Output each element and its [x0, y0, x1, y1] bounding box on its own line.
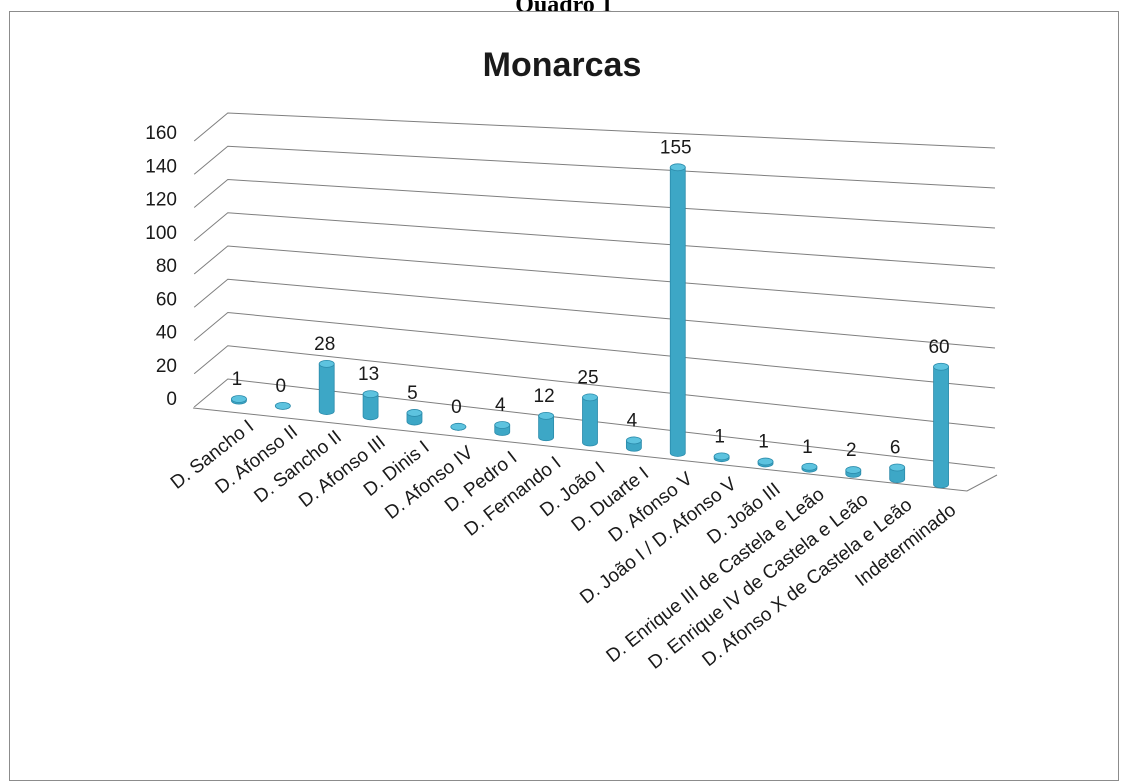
data-label: 25: [577, 367, 598, 388]
data-label: 1: [714, 426, 725, 447]
y-tick-label: 140: [145, 156, 177, 177]
chart-frame: Monarcas 0 20 40 60 80 100 120 140 160 1 0 28 13 5 0 4…: [9, 11, 1119, 781]
bar-12: [757, 457, 774, 468]
bar-2: [318, 359, 335, 415]
bar-13: [801, 462, 818, 473]
gridlines: [192, 112, 998, 492]
data-label: 6: [890, 438, 901, 459]
y-tick-label: 80: [156, 256, 177, 277]
bar-0: [231, 395, 247, 405]
data-label: 1: [802, 437, 813, 458]
y-axis-ticks: 0 20 40 60 80 100 120 140 160: [145, 123, 177, 410]
data-label: 13: [358, 364, 379, 385]
gridline: [193, 378, 996, 469]
y-tick-label: 0: [166, 389, 177, 410]
y-tick-label: 20: [156, 356, 177, 377]
y-tick-label: 100: [145, 223, 177, 244]
gridline: [193, 112, 996, 149]
y-tick-label: 160: [145, 123, 177, 144]
bar-3: [362, 390, 379, 421]
data-label: 0: [276, 376, 287, 397]
data-label: 1: [232, 369, 243, 390]
bar-9: [625, 436, 642, 452]
bar-8: [582, 393, 598, 447]
bar-11: [713, 452, 730, 463]
data-label: 28: [314, 334, 335, 355]
bar-6: [494, 421, 511, 436]
gridline: [193, 311, 996, 389]
data-label: 155: [660, 137, 692, 158]
chart-title: Monarcas: [483, 46, 642, 84]
data-label: 0: [451, 397, 462, 418]
floor-line: [192, 407, 998, 492]
bars: [231, 163, 949, 489]
data-label: 4: [495, 395, 506, 416]
bar-16: [933, 362, 949, 489]
bar-15: [889, 463, 906, 484]
category-labels: D. Sancho ID. Afonso IID. Sancho IID. Af…: [167, 416, 960, 674]
y-tick-label: 40: [156, 323, 177, 344]
data-label: 60: [928, 337, 949, 358]
data-label: 12: [534, 386, 555, 407]
data-label: 1: [758, 432, 769, 453]
gridline: [193, 345, 996, 429]
y-tick-label: 60: [156, 289, 177, 310]
bar-1: [274, 401, 291, 410]
data-label: 4: [627, 410, 638, 431]
gridline: [193, 212, 996, 269]
bar-14: [845, 466, 862, 478]
y-tick-label: 120: [145, 190, 177, 211]
gridline: [193, 278, 996, 349]
gridline: [193, 245, 996, 309]
bar-5: [450, 422, 467, 431]
data-label: 2: [846, 440, 857, 461]
data-label: 5: [407, 383, 418, 404]
gridline: [193, 178, 996, 229]
bar-4: [406, 409, 423, 426]
gridline: [193, 145, 996, 189]
bar-10: [669, 163, 686, 457]
bar-7: [538, 411, 555, 442]
